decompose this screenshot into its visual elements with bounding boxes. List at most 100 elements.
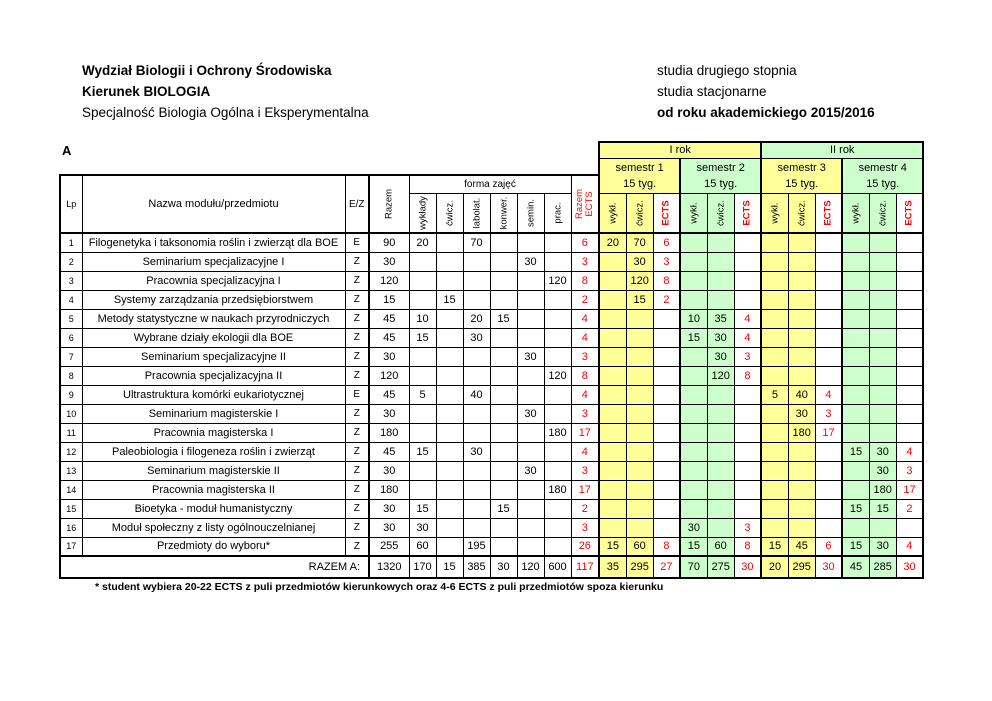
row-semin <box>516 517 545 538</box>
row-labolat <box>462 479 491 500</box>
total-sem4-cwicz: 285 <box>868 555 897 579</box>
row-wyklady: 10 <box>408 308 437 329</box>
row-sem4-cwicz: 15 <box>868 498 897 519</box>
row-sem3-wykl <box>760 517 789 538</box>
row-lp: 4 <box>59 289 83 310</box>
row-lp: 2 <box>59 251 83 272</box>
table-row: 4 Systemy zarządzania przedsiębiorstwem … <box>59 289 925 310</box>
row-labolat <box>462 422 491 443</box>
total-wyklady: 170 <box>408 555 437 579</box>
row-sem2-ects <box>733 251 762 272</box>
row-prac: 180 <box>543 422 572 443</box>
header-left: Wydział Biologii i Ochrony Środowiska Ki… <box>82 60 369 123</box>
row-ez: Z <box>344 460 370 481</box>
row-konwer <box>489 536 518 557</box>
row-sem2-cwicz <box>706 384 735 405</box>
row-sem2-cwicz: 120 <box>706 365 735 386</box>
total-sem3-wykl: 20 <box>760 555 789 579</box>
row-razem-ects: 3 <box>570 346 600 367</box>
row-sem4-wykl <box>841 384 870 405</box>
row-razem: 180 <box>368 422 410 443</box>
row-sem1-cwicz <box>625 365 654 386</box>
row-sem4-wykl: 15 <box>841 441 870 462</box>
row-sem4-ects <box>895 232 925 253</box>
sem2-cwicz-header: ćwicz. <box>706 192 735 234</box>
row-sem2-wykl <box>679 384 708 405</box>
row-konwer <box>489 365 518 386</box>
row-konwer <box>489 384 518 405</box>
row-razem: 45 <box>368 441 410 462</box>
row-lp: 5 <box>59 308 83 329</box>
row-sem4-wykl <box>841 289 870 310</box>
row-course-name: Bioetyka - moduł humanistyczny <box>81 498 346 519</box>
row-lp: 8 <box>59 365 83 386</box>
row-lp: 12 <box>59 441 83 462</box>
row-sem3-ects <box>814 327 843 348</box>
row-sem2-cwicz <box>706 403 735 424</box>
row-semin <box>516 327 545 348</box>
total-sem1-ects: 27 <box>652 555 681 579</box>
row-sem3-cwicz: 30 <box>787 403 816 424</box>
row-course-name: Ultrastruktura komórki eukariotycznej <box>81 384 346 405</box>
row-sem3-cwicz <box>787 308 816 329</box>
semester-2-header: semestr 2 15 tyg. <box>679 157 762 194</box>
row-sem3-cwicz <box>787 517 816 538</box>
row-sem3-cwicz <box>787 460 816 481</box>
row-sem2-ects: 3 <box>733 346 762 367</box>
row-labolat: 40 <box>462 384 491 405</box>
row-semin: 30 <box>516 346 545 367</box>
row-wyklady <box>408 346 437 367</box>
table-row: 10 Seminarium magisterskie I Z 30 30 3 <box>59 403 925 424</box>
table-row: 7 Seminarium specjalizacyjne II Z 30 30 … <box>59 346 925 367</box>
row-sem3-ects <box>814 232 843 253</box>
row-sem4-cwicz <box>868 422 897 443</box>
row-lp: 14 <box>59 479 83 500</box>
row-course-name: Seminarium magisterskie II <box>81 460 346 481</box>
row-semin <box>516 270 545 291</box>
row-sem2-wykl <box>679 479 708 500</box>
row-sem1-cwicz <box>625 460 654 481</box>
course-rows: 1 Filogenetyka i taksonomia roślin i zwi… <box>59 232 925 557</box>
row-sem2-cwicz <box>706 232 735 253</box>
program-line: Kierunek BIOLOGIA <box>82 84 211 99</box>
row-sem3-cwicz <box>787 270 816 291</box>
row-sem2-wykl <box>679 422 708 443</box>
row-sem2-cwicz <box>706 422 735 443</box>
semester-4-label: semestr 4 <box>858 161 907 174</box>
semester-4-header: semestr 4 15 tyg. <box>841 157 925 194</box>
row-sem1-cwicz: 70 <box>625 232 654 253</box>
row-prac <box>543 517 572 538</box>
row-konwer <box>489 327 518 348</box>
footnote: * student wybiera 20-22 ECTS z puli prze… <box>95 581 664 593</box>
col-header-labolat: labolat. <box>462 192 491 234</box>
row-wyklady <box>408 289 437 310</box>
row-prac <box>543 289 572 310</box>
row-prac <box>543 232 572 253</box>
row-sem3-cwicz <box>787 251 816 272</box>
row-sem3-ects: 17 <box>814 422 843 443</box>
table-row: 17 Przedmioty do wyboru* Z 255 60 195 26… <box>59 536 925 557</box>
study-level-line: studia drugiego stopnia <box>657 63 797 78</box>
table-row: 11 Pracownia magisterska I Z 180 180 17 <box>59 422 925 443</box>
row-sem1-wykl <box>598 289 627 310</box>
row-sem4-cwicz <box>868 289 897 310</box>
row-razem: 255 <box>368 536 410 557</box>
row-ez: Z <box>344 289 370 310</box>
row-sem4-ects <box>895 365 925 386</box>
row-razem: 45 <box>368 308 410 329</box>
row-sem1-cwicz <box>625 327 654 348</box>
row-sem3-ects <box>814 346 843 367</box>
table-row: 16 Moduł społeczny z listy ogólnouczelni… <box>59 517 925 538</box>
row-sem3-wykl <box>760 232 789 253</box>
row-sem2-ects <box>733 232 762 253</box>
row-konwer <box>489 422 518 443</box>
row-sem4-cwicz <box>868 403 897 424</box>
row-sem4-cwicz <box>868 365 897 386</box>
row-sem2-cwicz: 30 <box>706 346 735 367</box>
total-cwicz: 15 <box>435 555 464 579</box>
table-row: 15 Bioetyka - moduł humanistyczny Z 30 1… <box>59 498 925 519</box>
row-sem3-ects: 3 <box>814 403 843 424</box>
sem4-ects-header: ECTS <box>895 192 925 234</box>
row-sem1-wykl: 15 <box>598 536 627 557</box>
row-sem4-wykl <box>841 479 870 500</box>
